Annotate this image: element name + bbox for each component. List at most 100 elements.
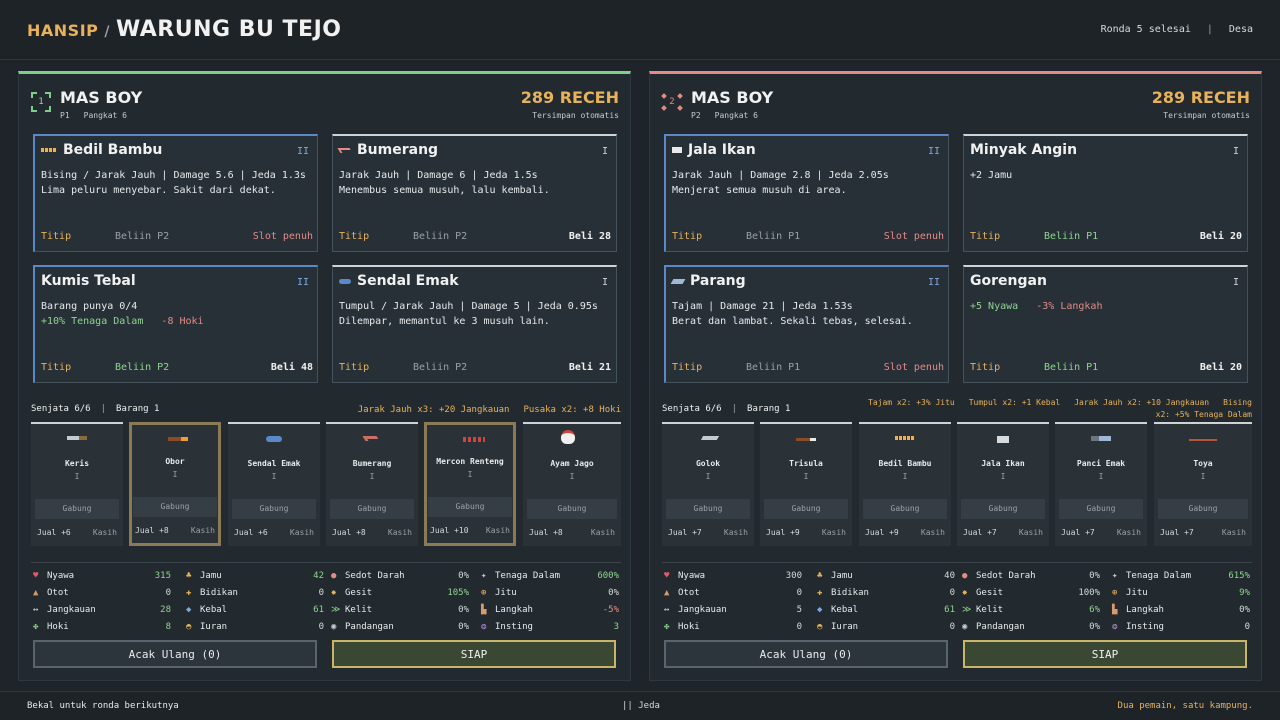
beliin-button[interactable]: Beliin P1 — [746, 362, 801, 373]
player-rank: Pangkat 6 — [714, 111, 758, 120]
titip-button[interactable]: Titip — [41, 362, 72, 373]
inventory-slot[interactable]: Mercon Renteng I Gabung Jual +10 Kasih — [424, 422, 516, 546]
stat-value: 315 — [154, 571, 171, 581]
give-button[interactable]: Kasih — [485, 526, 510, 535]
merge-button[interactable]: Gabung — [330, 499, 414, 519]
merge-button[interactable]: Gabung — [232, 499, 316, 519]
sell-button[interactable]: Jual +8 — [529, 528, 563, 537]
ready-button[interactable]: SIAP — [963, 640, 1247, 668]
inventory-slot[interactable]: Trisula I Gabung Jual +9 Kasih — [760, 422, 852, 546]
titip-button[interactable]: Titip — [339, 362, 370, 373]
stat-label: Hoki — [678, 622, 700, 632]
beliin-button[interactable]: Beliin P2 — [115, 231, 170, 242]
stat-row: ♣ Jamu 40 — [817, 571, 955, 585]
titip-button[interactable]: Titip — [970, 362, 1001, 373]
give-button[interactable]: Kasih — [1221, 528, 1246, 537]
pause-button[interactable]: || Jeda — [622, 701, 660, 711]
give-button[interactable]: Kasih — [1018, 528, 1043, 537]
give-button[interactable]: Kasih — [821, 528, 846, 537]
shop-card[interactable]: Sendal Emak I Tumpul / Jarak Jauh | Dama… — [332, 265, 617, 383]
beliin-button[interactable]: Beliin P1 — [1044, 362, 1099, 373]
shop-card[interactable]: Jala Ikan II Jarak Jauh | Damage 2.8 | J… — [664, 134, 949, 252]
weapon-count: Senjata 6/6 — [662, 404, 722, 414]
merge-button[interactable]: Gabung — [961, 499, 1045, 519]
sell-button[interactable]: Jual +9 — [865, 528, 899, 537]
inventory-slot[interactable]: Bumerang I Gabung Jual +8 Kasih — [326, 422, 418, 546]
sell-button[interactable]: Jual +6 — [234, 528, 268, 537]
beliin-button[interactable]: Beliin P2 — [413, 231, 468, 242]
beliin-button[interactable]: Beliin P1 — [746, 231, 801, 242]
bamboo-gun-icon — [895, 436, 915, 440]
inventory-slot[interactable]: Golok I Gabung Jual +7 Kasih — [662, 422, 754, 546]
sell-button[interactable]: Jual +10 — [430, 526, 469, 535]
titip-button[interactable]: Titip — [339, 231, 370, 242]
merge-button[interactable]: Gabung — [428, 497, 512, 517]
merge-button[interactable]: Gabung — [764, 499, 848, 519]
sell-button[interactable]: Jual +7 — [963, 528, 997, 537]
sell-button[interactable]: Jual +8 — [332, 528, 366, 537]
inventory-slot[interactable]: Panci Emak I Gabung Jual +7 Kasih — [1055, 422, 1147, 546]
breadcrumb-separator: / — [104, 24, 110, 40]
stat-label: Sedot Darah — [976, 571, 1036, 581]
merge-button[interactable]: Gabung — [527, 499, 617, 519]
inventory-slot[interactable]: Keris I Gabung Jual +6 Kasih — [31, 422, 123, 546]
shop-cards: Jala Ikan II Jarak Jauh | Damage 2.8 | J… — [664, 134, 1248, 384]
give-button[interactable]: Kasih — [920, 528, 945, 537]
sell-button[interactable]: Jual +7 — [668, 528, 702, 537]
reroll-button[interactable]: Acak Ulang (0) — [33, 640, 317, 668]
buy-button[interactable]: Beli 20 — [1199, 362, 1242, 373]
give-button[interactable]: Kasih — [92, 528, 117, 537]
titip-button[interactable]: Titip — [672, 362, 703, 373]
give-button[interactable]: Kasih — [289, 528, 314, 537]
merge-button[interactable]: Gabung — [1158, 499, 1248, 519]
inventory-slot[interactable]: Sendal Emak I Gabung Jual +6 Kasih — [228, 422, 320, 546]
shop-card[interactable]: Parang II Tajam | Damage 21 | Jeda 1.53s… — [664, 265, 949, 383]
merge-button[interactable]: Gabung — [1059, 499, 1143, 519]
sell-button[interactable]: Jual +6 — [37, 528, 71, 537]
give-button[interactable]: Kasih — [387, 528, 412, 537]
inventory-slot[interactable]: Ayam Jago I Gabung Jual +8 Kasih — [523, 422, 621, 546]
sell-button[interactable]: Jual +7 — [1061, 528, 1095, 537]
titip-button[interactable]: Titip — [672, 231, 703, 242]
merge-button[interactable]: Gabung — [133, 497, 217, 517]
beliin-button[interactable]: Beliin P2 — [115, 362, 170, 373]
give-button[interactable]: Kasih — [590, 528, 615, 537]
shop-card[interactable]: Minyak Angin I +2 Jamu Titip Beliin P1 B… — [963, 134, 1248, 252]
sell-button[interactable]: Jual +7 — [1160, 528, 1194, 537]
give-button[interactable]: Kasih — [190, 526, 215, 535]
inventory-slot[interactable]: Toya I Gabung Jual +7 Kasih — [1154, 422, 1252, 546]
shop-card[interactable]: Kumis Tebal II Barang punya 0/4 +10% Ten… — [33, 265, 318, 383]
ready-button[interactable]: SIAP — [332, 640, 616, 668]
buy-button[interactable]: Beli 28 — [568, 231, 611, 242]
golok-icon — [696, 436, 720, 440]
beliin-button[interactable]: Beliin P2 — [413, 362, 468, 373]
merge-button[interactable]: Gabung — [863, 499, 947, 519]
beliin-button[interactable]: Beliin P1 — [1044, 231, 1099, 242]
shop-card[interactable]: Bedil Bambu II Bising / Jarak Jauh | Dam… — [33, 134, 318, 252]
player-1-badge: 1 — [31, 92, 51, 112]
stat-row: ✤ Hoki 8 — [33, 622, 171, 636]
merge-button[interactable]: Gabung — [666, 499, 750, 519]
stat-label: Nyawa — [678, 571, 706, 581]
fishing-net-icon — [997, 436, 1009, 443]
inventory-slot[interactable]: Obor I Gabung Jual +8 Kasih — [129, 422, 221, 546]
shop-card[interactable]: Bumerang I Jarak Jauh | Damage 6 | Jeda … — [332, 134, 617, 252]
buy-button[interactable]: Beli 48 — [270, 362, 313, 373]
keris-icon — [67, 436, 87, 440]
card-effects: +10% Tenaga Dalam -8 Hoki — [41, 316, 204, 327]
shop-card[interactable]: Gorengan I +5 Nyawa -3% Langkah Titip Be… — [963, 265, 1248, 383]
titip-button[interactable]: Titip — [970, 231, 1001, 242]
buy-button[interactable]: Beli 20 — [1199, 231, 1242, 242]
sell-button[interactable]: Jual +8 — [135, 526, 169, 535]
inventory-slot[interactable]: Bedil Bambu I Gabung Jual +9 Kasih — [859, 422, 951, 546]
merge-button[interactable]: Gabung — [35, 499, 119, 519]
sell-button[interactable]: Jual +9 — [766, 528, 800, 537]
give-button[interactable]: Kasih — [1116, 528, 1141, 537]
give-button[interactable]: Kasih — [723, 528, 748, 537]
titip-button[interactable]: Titip — [41, 231, 72, 242]
buy-button[interactable]: Beli 21 — [568, 362, 611, 373]
reroll-button[interactable]: Acak Ulang (0) — [664, 640, 948, 668]
slot-name: Keris — [64, 459, 90, 468]
player-rank: Pangkat 6 — [83, 111, 127, 120]
inventory-slot[interactable]: Jala Ikan I Gabung Jual +7 Kasih — [957, 422, 1049, 546]
